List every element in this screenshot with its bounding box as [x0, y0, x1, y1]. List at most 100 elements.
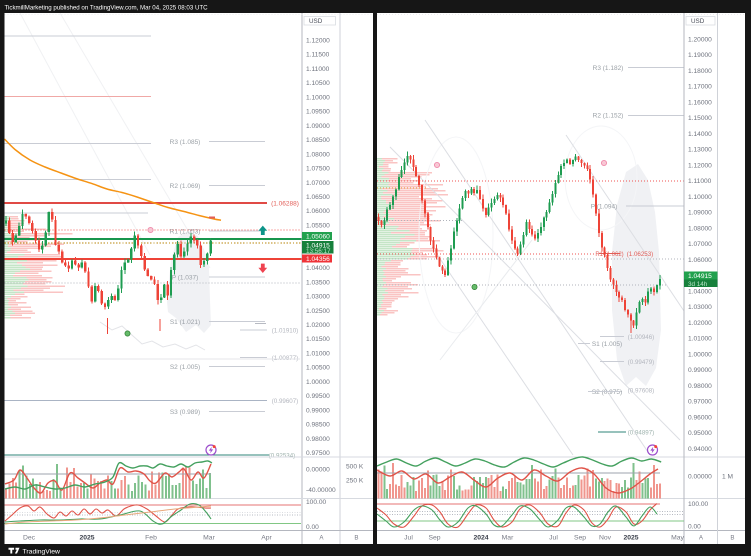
svg-text:1.04000: 1.04000	[306, 265, 330, 272]
svg-text:R2 (1.152): R2 (1.152)	[593, 113, 624, 120]
svg-text:3d 14h: 3d 14h	[688, 281, 708, 288]
svg-text:R3 (1.182): R3 (1.182)	[593, 65, 624, 72]
svg-text:S3 (0.989): S3 (0.989)	[170, 409, 200, 416]
svg-text:1.01500: 1.01500	[306, 336, 330, 343]
svg-text:USD: USD	[309, 18, 323, 25]
svg-text:-40.00000: -40.00000	[306, 487, 336, 494]
svg-text:0.99000: 0.99000	[306, 407, 330, 414]
svg-text:Nov: Nov	[599, 535, 612, 542]
svg-text:1.12000: 1.12000	[306, 38, 330, 45]
svg-text:B: B	[354, 535, 358, 542]
svg-text:1.05060: 1.05060	[306, 234, 330, 241]
svg-text:1.20000: 1.20000	[688, 36, 712, 43]
svg-text:1.04915: 1.04915	[688, 273, 712, 280]
svg-text:1.11500: 1.11500	[306, 52, 330, 59]
svg-text:1.16000: 1.16000	[688, 99, 712, 106]
svg-text:1.15000: 1.15000	[688, 115, 712, 122]
svg-text:1.00000: 1.00000	[688, 351, 712, 358]
svg-text:0.97500: 0.97500	[306, 450, 330, 457]
svg-text:S2 (0.975): S2 (0.975)	[592, 389, 622, 396]
svg-text:TradingView: TradingView	[23, 548, 60, 555]
svg-text:2025: 2025	[623, 535, 638, 542]
svg-text:May: May	[671, 535, 684, 542]
svg-text:USD: USD	[691, 18, 705, 25]
svg-text:2025: 2025	[79, 535, 94, 542]
svg-text:1.10000: 1.10000	[306, 94, 330, 101]
svg-text:0.98500: 0.98500	[306, 422, 330, 429]
svg-text:1.11000: 1.11000	[688, 178, 712, 185]
svg-text:1.08000: 1.08000	[306, 151, 330, 158]
svg-text:1.09500: 1.09500	[306, 109, 330, 116]
svg-text:1.09000: 1.09000	[306, 123, 330, 130]
svg-text:1.13000: 1.13000	[688, 147, 712, 154]
svg-text:Sep: Sep	[428, 535, 440, 542]
svg-text:R1 (1.053): R1 (1.053)	[170, 228, 201, 235]
svg-text:1.08500: 1.08500	[306, 137, 330, 144]
svg-text:2024: 2024	[473, 535, 488, 542]
svg-text:1.06500: 1.06500	[306, 194, 330, 201]
svg-text:B: B	[730, 535, 734, 542]
svg-text:0.99000: 0.99000	[688, 367, 712, 374]
svg-text:Mar: Mar	[203, 535, 215, 542]
svg-text:0.98000: 0.98000	[688, 383, 712, 390]
svg-text:TickmillMarketing published on: TickmillMarketing published on TradingVi…	[5, 4, 209, 11]
svg-text:(1.01910): (1.01910)	[272, 328, 299, 335]
svg-text:1.10500: 1.10500	[306, 80, 330, 87]
svg-text:1.09000: 1.09000	[688, 210, 712, 217]
svg-text:0.99500: 0.99500	[306, 393, 330, 400]
svg-text:1.01000: 1.01000	[306, 351, 330, 358]
svg-text:250 K: 250 K	[346, 478, 364, 485]
svg-text:0.00000: 0.00000	[306, 467, 330, 474]
svg-text:(0.99479): (0.99479)	[628, 359, 655, 366]
svg-text:0.94000: 0.94000	[688, 446, 712, 453]
svg-text:1.06000: 1.06000	[688, 257, 712, 264]
svg-text:1.01000: 1.01000	[688, 336, 712, 343]
svg-text:1.04000: 1.04000	[688, 288, 712, 295]
svg-text:A: A	[699, 535, 704, 542]
svg-text:0.97000: 0.97000	[688, 399, 712, 406]
svg-text:0.98000: 0.98000	[306, 436, 330, 443]
svg-text:(0.94897): (0.94897)	[628, 429, 655, 436]
svg-text:(1.06288): (1.06288)	[271, 201, 299, 208]
svg-text:1.00500: 1.00500	[306, 365, 330, 372]
svg-text:1.07000: 1.07000	[306, 180, 330, 187]
svg-text:(0.97608): (0.97608)	[628, 387, 655, 394]
svg-text:R2 (1.069): R2 (1.069)	[170, 183, 201, 190]
svg-text:1.00000: 1.00000	[306, 379, 330, 386]
svg-text:1.11000: 1.11000	[306, 66, 330, 73]
svg-text:(1.00946): (1.00946)	[628, 334, 655, 341]
svg-text:(0.92534): (0.92534)	[269, 452, 296, 459]
svg-text:1.03000: 1.03000	[688, 304, 712, 311]
svg-text:500 K: 500 K	[346, 464, 364, 471]
svg-text:Jul: Jul	[404, 535, 413, 542]
svg-text:Dec: Dec	[23, 535, 36, 542]
svg-text:(1.00877): (1.00877)	[272, 355, 299, 362]
svg-text:Feb: Feb	[145, 535, 157, 542]
svg-text:0.00: 0.00	[306, 524, 319, 531]
svg-text:Mar: Mar	[502, 535, 514, 542]
svg-text:1.04915: 1.04915	[306, 242, 330, 249]
svg-text:1.14000: 1.14000	[688, 131, 712, 138]
svg-text:0.95000: 0.95000	[688, 430, 712, 437]
svg-text:Sep: Sep	[574, 535, 586, 542]
svg-text:0.00: 0.00	[688, 524, 701, 531]
svg-text:100.00: 100.00	[688, 501, 709, 508]
svg-text:1.17000: 1.17000	[688, 84, 712, 91]
svg-text:1.10000: 1.10000	[688, 194, 712, 201]
svg-text:(0.99607): (0.99607)	[272, 398, 299, 405]
svg-text:1.02500: 1.02500	[306, 308, 330, 315]
svg-text:1.05500: 1.05500	[306, 222, 330, 229]
svg-text:100.00: 100.00	[306, 499, 327, 506]
svg-text:1.08000: 1.08000	[688, 225, 712, 232]
svg-text:1.03500: 1.03500	[306, 279, 330, 286]
svg-text:S2 (1.005): S2 (1.005)	[170, 364, 200, 371]
svg-text:R1 (1.062): R1 (1.062)	[595, 252, 623, 258]
svg-text:1.03000: 1.03000	[306, 294, 330, 301]
svg-text:1.18000: 1.18000	[688, 68, 712, 75]
svg-text:Apr: Apr	[261, 535, 272, 542]
svg-text:P (1.037): P (1.037)	[172, 274, 199, 281]
svg-text:R3 (1.085): R3 (1.085)	[170, 139, 201, 146]
svg-text:1.12000: 1.12000	[688, 162, 712, 169]
svg-text:0.96000: 0.96000	[688, 414, 712, 421]
svg-text:A: A	[319, 535, 324, 542]
